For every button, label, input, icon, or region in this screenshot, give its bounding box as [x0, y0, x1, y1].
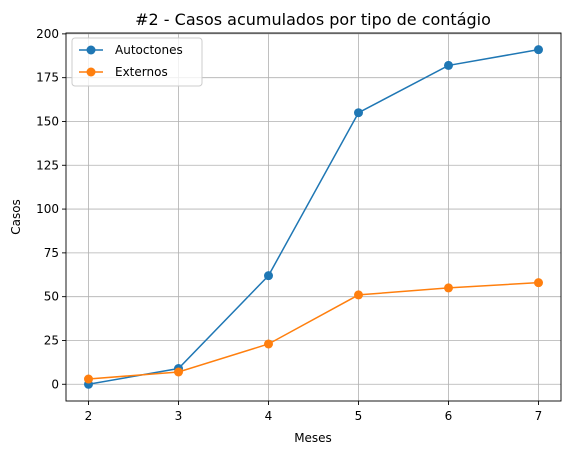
series-lines [84, 45, 543, 389]
y-axis-label: Casos [9, 199, 23, 235]
legend-marker-autoctones [86, 45, 96, 55]
x-tick-label: 4 [265, 409, 273, 423]
legend-label-autoctones: Autoctones [115, 43, 183, 57]
x-tick-label: 7 [535, 409, 543, 423]
grid [66, 33, 561, 401]
chart-title: #2 - Casos acumulados por tipo de contág… [135, 10, 491, 29]
data-point-externos [174, 367, 183, 377]
data-point-autoctones [534, 45, 543, 55]
x-tick-label: 5 [355, 409, 363, 423]
y-tick-label: 200 [36, 27, 59, 41]
data-point-externos [534, 278, 543, 288]
y-axis-ticks: 0 25 50 75 100 125 150 175 200 [36, 27, 66, 391]
data-point-externos [354, 290, 363, 300]
x-tick-label: 2 [85, 409, 93, 423]
y-tick-label: 50 [44, 290, 59, 304]
y-tick-label: 125 [36, 158, 59, 172]
y-tick-label: 75 [44, 246, 59, 260]
y-tick-label: 150 [36, 114, 59, 128]
data-point-externos [84, 374, 93, 384]
data-point-autoctones [444, 60, 453, 70]
y-tick-label: 25 [44, 333, 59, 347]
legend: Autoctones Externos [71, 37, 203, 87]
legend-box [71, 37, 203, 87]
y-tick-label: 100 [36, 202, 59, 216]
data-point-externos [444, 283, 453, 293]
legend-marker-externos [86, 67, 96, 77]
data-point-autoctones [354, 108, 363, 118]
x-tick-label: 6 [445, 409, 453, 423]
y-tick-label: 175 [36, 71, 59, 85]
plot-frame [65, 32, 562, 402]
series-line-autoctones [88, 48, 539, 386]
x-axis-label: Meses [294, 431, 332, 445]
legend-label-externos: Externos [115, 65, 168, 79]
y-tick-label: 0 [51, 377, 59, 391]
data-point-autoctones [264, 271, 273, 281]
data-point-externos [264, 339, 273, 349]
x-tick-label: 3 [175, 409, 183, 423]
x-axis-ticks: 2 3 4 5 6 7 [85, 401, 543, 423]
series-line-externos [88, 281, 539, 380]
